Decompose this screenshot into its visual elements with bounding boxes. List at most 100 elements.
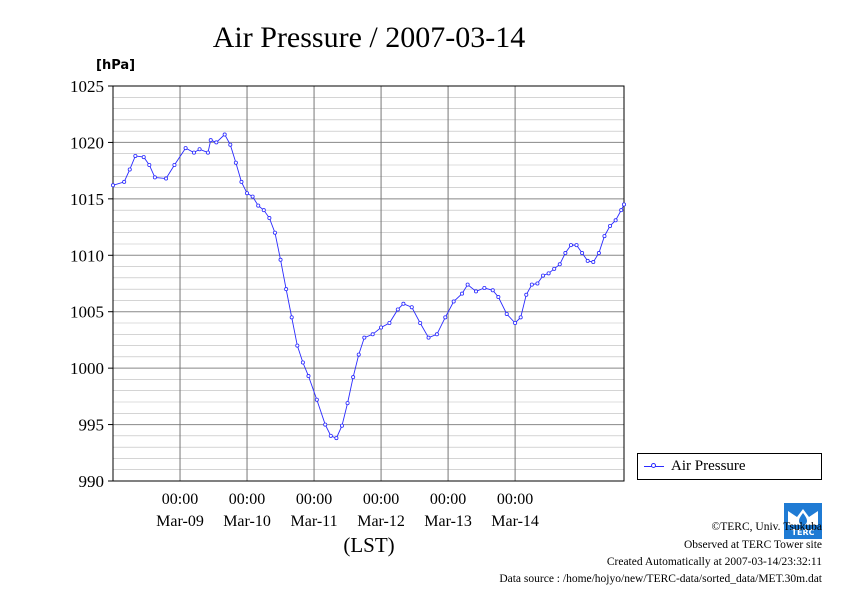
data-point bbox=[208, 138, 213, 143]
data-point bbox=[451, 299, 456, 304]
data-point bbox=[261, 208, 266, 213]
y-tick-label: 1000 bbox=[70, 359, 104, 378]
data-point bbox=[323, 422, 328, 427]
data-point bbox=[245, 191, 250, 196]
created-text: Created Automatically at 2007-03-14/23:3… bbox=[606, 556, 822, 568]
data-point bbox=[295, 343, 300, 348]
data-point bbox=[541, 273, 546, 278]
data-point bbox=[518, 315, 523, 320]
data-point bbox=[622, 202, 627, 207]
y-tick-label: 1010 bbox=[70, 246, 104, 265]
data-point bbox=[379, 325, 384, 330]
legend-marker-swatch bbox=[651, 463, 656, 468]
data-point bbox=[127, 167, 132, 172]
x-tick-date-label: Mar-10 bbox=[223, 513, 271, 530]
x-tick-date-label: Mar-12 bbox=[357, 513, 405, 530]
source-text: Data source : /home/hojyo/new/TERC-data/… bbox=[499, 573, 822, 585]
data-point bbox=[426, 335, 431, 340]
x-tick-time-label: 00:00 bbox=[229, 491, 265, 508]
data-point bbox=[443, 315, 448, 320]
data-point bbox=[535, 281, 540, 286]
data-point bbox=[233, 160, 238, 165]
data-point bbox=[529, 282, 534, 287]
y-tick-label: 990 bbox=[79, 472, 105, 491]
data-point bbox=[465, 282, 470, 287]
terc-logo: TERC bbox=[784, 503, 822, 539]
data-point bbox=[197, 147, 202, 152]
logo-text: TERC bbox=[792, 528, 815, 537]
data-point bbox=[608, 223, 613, 228]
data-point bbox=[300, 360, 305, 365]
data-point bbox=[164, 176, 169, 181]
data-point bbox=[602, 234, 607, 239]
data-point bbox=[496, 295, 501, 300]
data-point bbox=[409, 305, 414, 310]
data-point bbox=[284, 287, 289, 292]
data-point bbox=[474, 289, 479, 294]
site-text: Observed at TERC Tower site bbox=[683, 539, 822, 551]
data-point bbox=[568, 243, 573, 248]
y-tick-label: 1020 bbox=[70, 133, 104, 152]
data-point bbox=[434, 332, 439, 337]
data-point bbox=[387, 320, 392, 325]
data-point bbox=[613, 218, 618, 223]
data-point bbox=[580, 251, 585, 256]
x-tick-time-label: 00:00 bbox=[497, 491, 533, 508]
data-point bbox=[460, 291, 465, 296]
legend: Air Pressure bbox=[637, 453, 822, 480]
data-point bbox=[314, 397, 319, 402]
data-point bbox=[256, 203, 261, 208]
data-point bbox=[362, 335, 367, 340]
data-point bbox=[289, 315, 294, 320]
y-tick-label: 1015 bbox=[70, 190, 104, 209]
data-point bbox=[574, 243, 579, 248]
data-point bbox=[111, 183, 116, 188]
data-point bbox=[370, 332, 375, 337]
y-axis-unit-label: [hPa] bbox=[96, 58, 135, 73]
data-point bbox=[222, 132, 227, 137]
data-point bbox=[524, 292, 529, 297]
plot-axes: 00:00 Mar-09 00:00 Mar-10 00:00 Mar-11 00:00 Ma… bbox=[70, 77, 625, 530]
data-point bbox=[191, 150, 196, 155]
x-tick-date-label: Mar-09 bbox=[156, 513, 204, 530]
data-point bbox=[205, 150, 210, 155]
plot-frame bbox=[112, 85, 625, 482]
data-point bbox=[356, 352, 361, 357]
plot-grid bbox=[113, 86, 624, 481]
chart-title: Air Pressure / 2007-03-14 bbox=[213, 21, 525, 54]
data-point bbox=[490, 288, 495, 293]
y-tick-label: 995 bbox=[79, 416, 105, 435]
data-point bbox=[504, 311, 509, 316]
data-point bbox=[591, 260, 596, 265]
air-pressure-series bbox=[111, 132, 627, 441]
data-point bbox=[239, 179, 244, 184]
data-point bbox=[563, 251, 568, 256]
copyright-text: ©TERC, Univ. Tsukuba bbox=[711, 521, 822, 533]
data-point bbox=[172, 162, 177, 167]
y-tick-label: 1025 bbox=[70, 77, 104, 96]
data-point bbox=[351, 375, 356, 380]
data-point bbox=[328, 433, 333, 438]
data-point bbox=[401, 301, 406, 306]
data-point bbox=[557, 262, 562, 267]
data-point bbox=[272, 230, 277, 235]
data-point bbox=[250, 194, 255, 199]
data-point bbox=[306, 374, 311, 379]
data-point bbox=[418, 320, 423, 325]
data-point bbox=[133, 153, 138, 158]
x-tick-time-label: 00:00 bbox=[363, 491, 399, 508]
data-point bbox=[395, 307, 400, 312]
data-point bbox=[619, 208, 624, 213]
data-point bbox=[482, 286, 487, 291]
data-point bbox=[546, 271, 551, 276]
data-point bbox=[183, 146, 188, 151]
series-line bbox=[112, 133, 625, 439]
data-point bbox=[267, 216, 272, 221]
x-tick-date-label: Mar-13 bbox=[424, 513, 472, 530]
data-point bbox=[228, 142, 233, 147]
data-point bbox=[552, 266, 557, 271]
x-tick-date-label: Mar-11 bbox=[291, 513, 338, 530]
x-axis-title: (LST) bbox=[343, 533, 394, 557]
data-point bbox=[122, 179, 127, 184]
